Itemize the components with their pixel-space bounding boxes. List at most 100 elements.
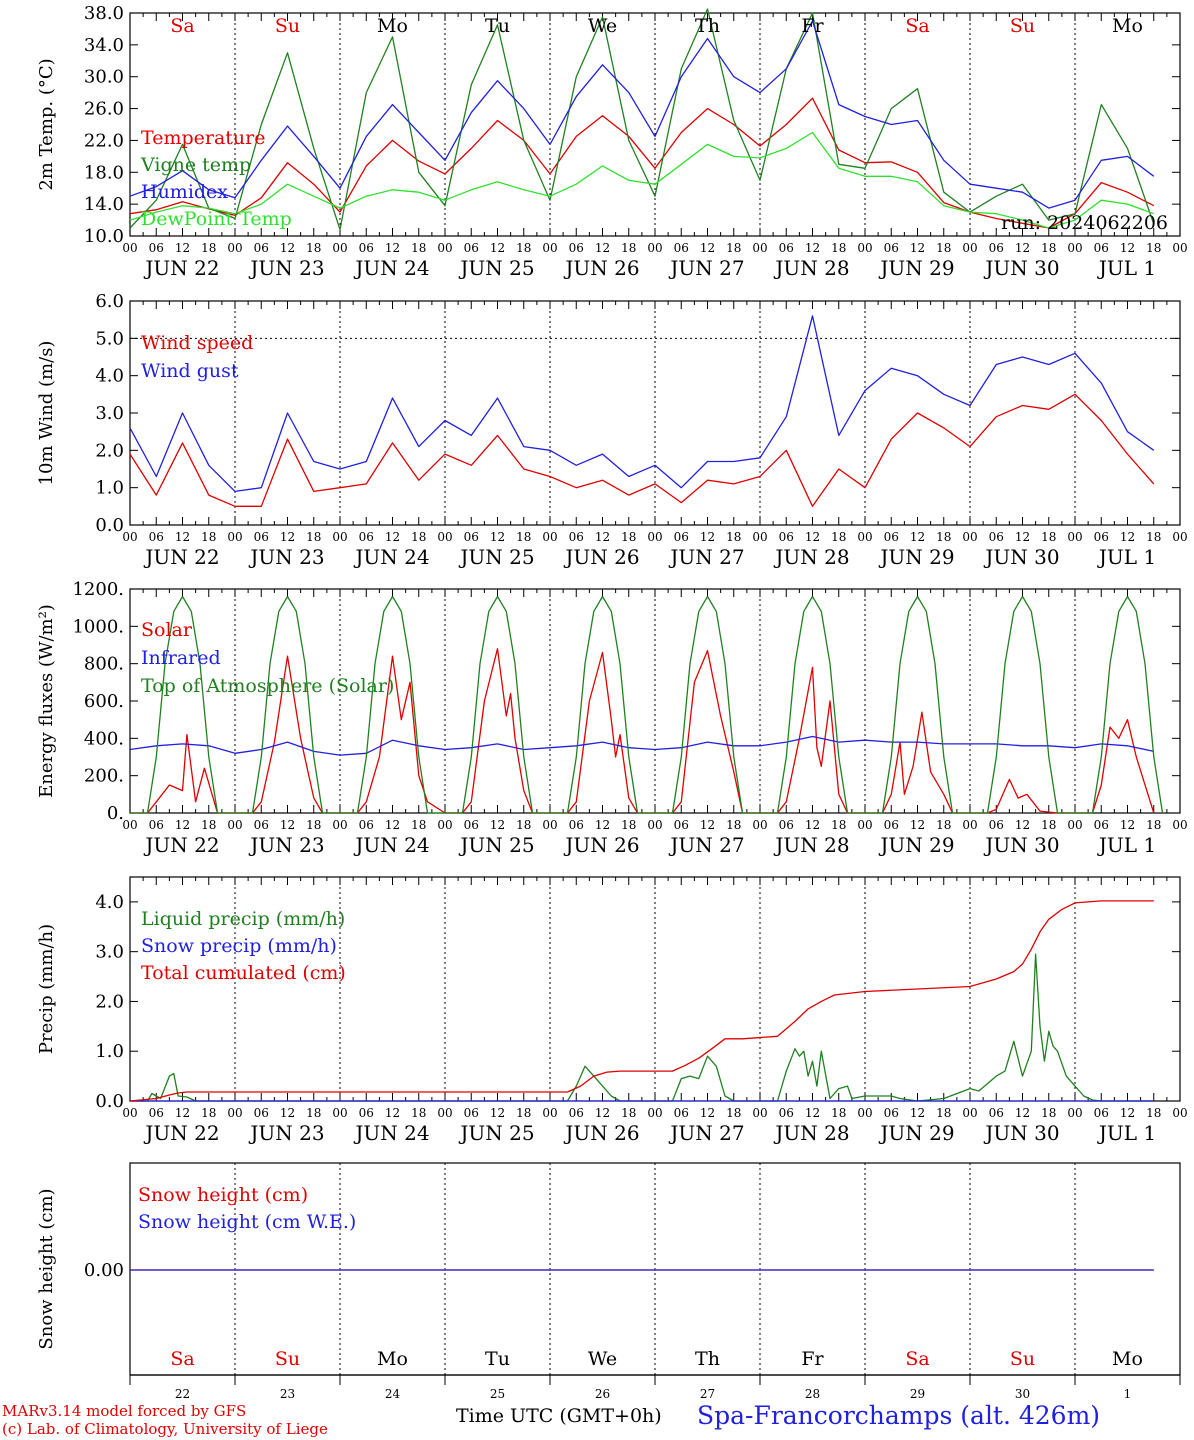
hour-tick-label: 06 — [149, 241, 164, 255]
hour-tick-label: 12 — [805, 818, 820, 832]
hour-tick-label: 18 — [201, 241, 216, 255]
day-number-label: 1 — [1124, 1387, 1132, 1401]
y-tick-label: 5.0 — [95, 328, 124, 349]
hour-tick-label: 00 — [962, 530, 977, 544]
hour-tick-label: 00 — [1067, 530, 1082, 544]
hour-tick-label: 06 — [254, 241, 269, 255]
y-tick-label: 3.0 — [95, 942, 124, 963]
date-label: JUN 29 — [878, 1121, 954, 1145]
hour-tick-label: 06 — [359, 1106, 374, 1120]
hour-tick-label: 12 — [490, 241, 505, 255]
hour-tick-label: 00 — [857, 818, 872, 832]
hour-tick-label: 06 — [359, 241, 374, 255]
hour-tick-label: 12 — [700, 1106, 715, 1120]
hour-tick-label: 12 — [910, 530, 925, 544]
hour-tick-label: 18 — [1041, 530, 1056, 544]
hour-tick-label: 18 — [411, 241, 426, 255]
hour-tick-label: 00 — [857, 241, 872, 255]
series-line-wind-speed — [129, 393, 1155, 507]
weekday-label-bottom: Sa — [170, 1348, 194, 1370]
hour-tick-label: 06 — [359, 530, 374, 544]
hour-tick-label: 12 — [175, 818, 190, 832]
hour-tick-label: 18 — [411, 530, 426, 544]
date-label: JUN 28 — [773, 256, 849, 280]
hour-tick-label: 12 — [490, 1106, 505, 1120]
hour-tick-label: 00 — [332, 818, 347, 832]
hour-tick-label: 06 — [1094, 818, 1109, 832]
date-label: JUN 26 — [563, 833, 639, 857]
series-line-wind-gust — [129, 315, 1155, 493]
date-label: JUN 28 — [773, 1121, 849, 1145]
y-tick-label: 600. — [84, 691, 124, 712]
date-label: JUN 23 — [248, 1121, 324, 1145]
hour-tick-label: 12 — [1120, 818, 1135, 832]
day-number-label: 30 — [1015, 1387, 1030, 1401]
hour-tick-label: 00 — [647, 818, 662, 832]
y-tick-label: 26.0 — [84, 99, 124, 120]
day-number-label: 28 — [805, 1387, 820, 1401]
date-label: JUN 22 — [143, 833, 219, 857]
hour-tick-label: 18 — [621, 1106, 636, 1120]
hour-tick-label: 06 — [254, 818, 269, 832]
weekday-label-bottom: Sa — [905, 1348, 929, 1370]
legend-entry: Solar — [141, 619, 193, 641]
hour-tick-label: 12 — [595, 1106, 610, 1120]
hour-tick-label: 00 — [1067, 1106, 1082, 1120]
y-tick-label: 200. — [84, 766, 124, 787]
hour-tick-label: 12 — [700, 241, 715, 255]
series-line-liquid-precip-mm-h- — [130, 953, 1154, 1102]
hour-tick-label: 00 — [857, 1106, 872, 1120]
hour-tick-label: 18 — [1146, 241, 1161, 255]
weekday-label-top: We — [588, 15, 617, 37]
hour-tick-label: 18 — [306, 818, 321, 832]
weekday-label-top: Sa — [905, 15, 929, 37]
legend-entry: Snow height (cm) — [138, 1184, 308, 1206]
legend-entry: Top of Atmosphere (Solar) — [141, 675, 394, 697]
weekday-label-bottom: Tu — [485, 1348, 510, 1370]
hour-tick-label: 00 — [647, 1106, 662, 1120]
hour-tick-label: 00 — [1067, 241, 1082, 255]
y-tick-label: 14.0 — [84, 194, 124, 215]
date-label: JUN 26 — [563, 1121, 639, 1145]
hour-tick-label: 12 — [490, 818, 505, 832]
hour-tick-label: 06 — [779, 530, 794, 544]
hour-tick-label: 06 — [464, 530, 479, 544]
hour-tick-label: 00 — [122, 1106, 137, 1120]
hour-tick-label: 12 — [595, 818, 610, 832]
hour-tick-label: 00 — [227, 1106, 242, 1120]
date-label: JUN 29 — [878, 833, 954, 857]
hour-tick-label: 00 — [1172, 530, 1187, 544]
date-label: JUN 22 — [143, 545, 219, 569]
hour-tick-label: 18 — [1146, 530, 1161, 544]
hour-tick-label: 12 — [175, 1106, 190, 1120]
date-label: JUN 23 — [248, 833, 324, 857]
hour-tick-label: 12 — [1015, 530, 1030, 544]
date-label: JUN 29 — [878, 545, 954, 569]
hour-tick-label: 12 — [1015, 818, 1030, 832]
legend-entry: Snow precip (mm/h) — [141, 935, 337, 957]
hour-tick-label: 12 — [490, 530, 505, 544]
hour-tick-label: 00 — [227, 241, 242, 255]
date-label: JUL 1 — [1097, 256, 1156, 280]
hour-tick-label: 00 — [542, 530, 557, 544]
y-tick-label: 10.0 — [84, 226, 124, 247]
date-label: JUN 24 — [353, 545, 429, 569]
station-title: Spa-Francorchamps (alt. 426m) — [697, 1401, 1101, 1430]
hour-tick-label: 00 — [227, 818, 242, 832]
hour-tick-label: 06 — [989, 530, 1004, 544]
date-label: JUN 24 — [353, 256, 429, 280]
hour-tick-label: 18 — [516, 530, 531, 544]
hour-tick-label: 18 — [411, 818, 426, 832]
hour-tick-label: 18 — [306, 1106, 321, 1120]
hour-tick-label: 06 — [884, 530, 899, 544]
y-axis-label: Precip (mm/h) — [36, 924, 57, 1054]
date-label: JUN 23 — [248, 256, 324, 280]
hour-tick-label: 12 — [910, 1106, 925, 1120]
date-label: JUN 22 — [143, 256, 219, 280]
hour-tick-label: 12 — [805, 530, 820, 544]
hour-tick-label: 06 — [989, 818, 1004, 832]
hour-tick-label: 12 — [1120, 1106, 1135, 1120]
